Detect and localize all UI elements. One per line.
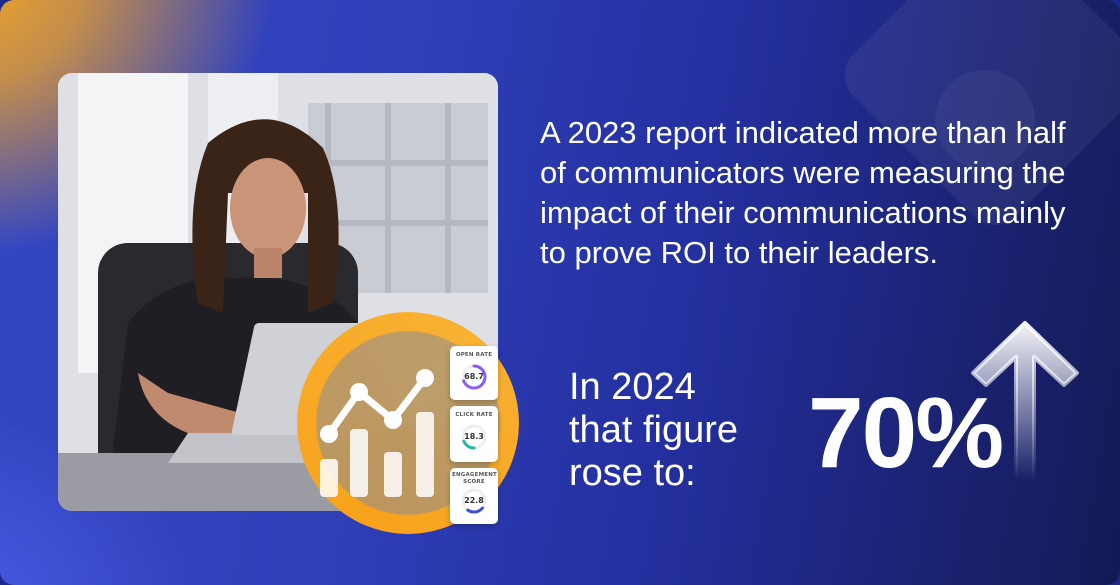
metric-label: CLICK RATE [455,412,493,418]
metric-card-click-rate: CLICK RATE 18.3 [450,406,498,462]
metric-label: OPEN RATE [455,352,493,358]
metric-value: 18.3 [464,431,484,441]
subline-line-2: that figure [569,409,738,451]
gauge-icon: 18.3 [459,422,489,452]
metric-card-open-rate: OPEN RATE 68.7 [450,346,498,400]
decorative-circle [935,70,1035,170]
big-stat: 70% [808,377,1004,489]
subline-text: In 2024 that figure rose to: [569,366,799,495]
subline-line-1: In 2024 [569,366,696,408]
line-chart-icon [320,369,434,497]
metric-card-engagement-score: ENGAGEMENT SCORE 22.8 [450,468,498,524]
headline-text: A 2023 report indicated more than half o… [540,115,1066,270]
gauge-icon: 22.8 [459,486,489,516]
up-arrow-icon [971,321,1079,482]
gauge-icon: 68.7 [459,362,489,392]
subline-line-3: rose to: [569,452,696,494]
metric-value: 68.7 [464,371,484,381]
metric-label: ENGAGEMENT SCORE [452,472,497,485]
metric-value: 22.8 [464,496,484,505]
